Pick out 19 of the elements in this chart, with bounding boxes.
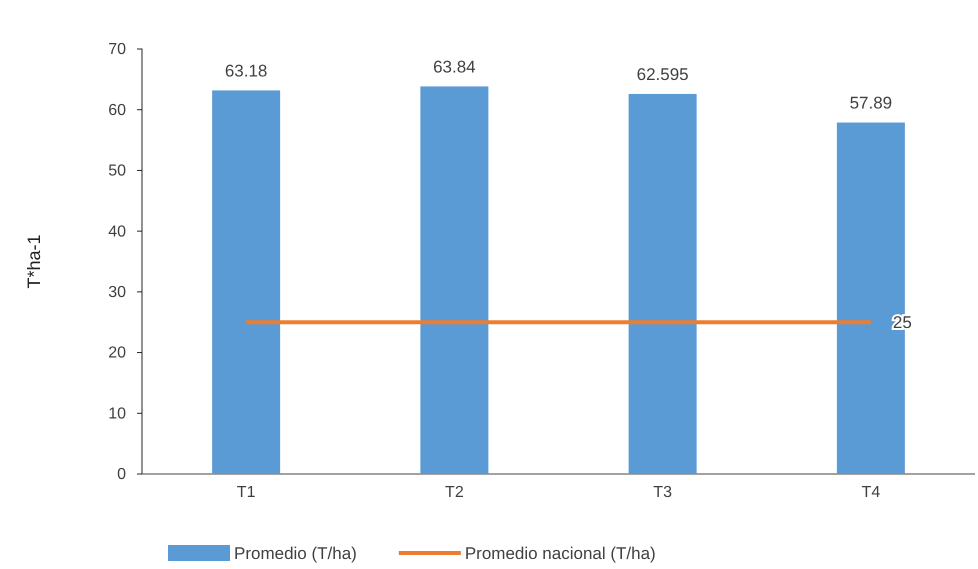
data-label: 57.89 <box>850 94 892 113</box>
data-label: 63.18 <box>224 61 268 80</box>
data-label: 63.84 <box>433 57 476 76</box>
legend-label: Promedio nacional (T/ha) <box>464 544 656 563</box>
y-tick-label: 30 <box>108 284 126 301</box>
x-tick-label: T1 <box>236 484 256 501</box>
x-tick-label: T4 <box>862 484 880 501</box>
y-tick-label: 70 <box>108 41 126 58</box>
legend-label: Promedio (T/ha) <box>234 544 357 563</box>
y-axis-title: T*ha-1 <box>24 234 44 289</box>
x-tick-label: T2 <box>445 484 464 501</box>
y-tick-label: 0 <box>117 466 126 484</box>
data-label: 62.595 <box>636 64 689 84</box>
y-tick-label: 40 <box>108 223 126 240</box>
y-tick-label: 50 <box>108 162 126 180</box>
y-tick-label: 20 <box>108 344 126 362</box>
y-tick-label: 60 <box>108 102 126 119</box>
x-tick-label: T3 <box>653 484 672 501</box>
y-tick-label: 10 <box>108 405 126 422</box>
